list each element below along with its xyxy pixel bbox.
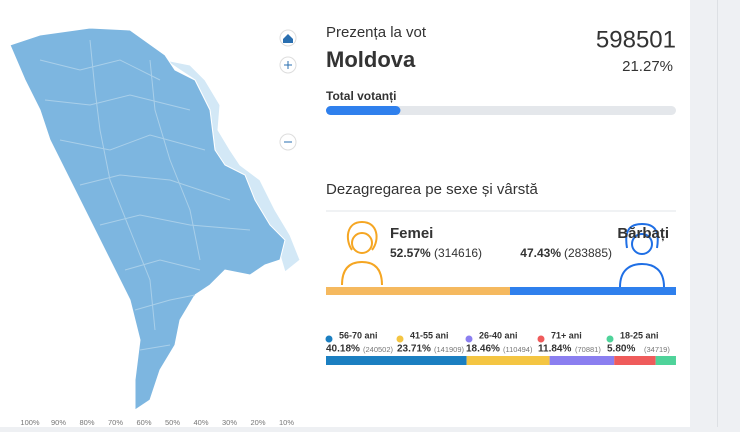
age-segment (655, 356, 676, 365)
age-dot (465, 335, 473, 343)
legend-label: 70% (108, 418, 123, 427)
progress-bar (326, 106, 401, 115)
zoom-in-button[interactable] (279, 56, 297, 74)
zoom-out-button[interactable] (279, 133, 297, 151)
legend-label: 100% (20, 418, 40, 427)
female-icon (341, 220, 383, 286)
female-label: Femei (390, 225, 433, 242)
age-percent: 5.80% (607, 344, 635, 355)
age-name: 56-70 ani (339, 330, 378, 340)
age-percent: 23.71% (397, 344, 431, 355)
stats-panel: Prezența la vot Moldova 598501 21.27% To… (312, 0, 690, 427)
age-percent: 40.18% (326, 344, 360, 355)
legend-label: 50% (165, 418, 180, 427)
age-segment (466, 356, 550, 365)
age-count: (110494) (503, 345, 533, 354)
male-percent: 47.43% (520, 246, 561, 260)
map-legend: 100% 90% 80% 70% 60% 50% 40% 30% 20% 10% (20, 418, 294, 427)
legend-label: 80% (79, 418, 94, 427)
age-name: 26-40 ani (479, 330, 518, 340)
age-dot (396, 335, 404, 343)
age-count: (240502) (363, 345, 394, 354)
female-percent: 52.57% (390, 246, 431, 260)
age-count: (70881) (575, 345, 601, 354)
region-name: Moldova (326, 47, 416, 72)
legend-label: 40% (193, 418, 208, 427)
gender-bar (326, 287, 676, 295)
age-segment (549, 356, 615, 365)
gender-segment (326, 287, 510, 295)
total-votes: 598501 (596, 26, 676, 53)
legend-label: 30% (222, 418, 237, 427)
age-name: 18-25 ani (620, 330, 659, 340)
age-count: (141909) (434, 345, 465, 354)
age-dot (606, 335, 614, 343)
male-icon (619, 222, 665, 288)
legend-label: 10% (279, 418, 294, 427)
age-bar (326, 356, 676, 365)
section-title: Dezagregarea pe sexe și vârstă (326, 181, 538, 198)
title: Prezența la vot (326, 24, 427, 41)
age-dot (537, 335, 545, 343)
age-count: (34719) (644, 345, 670, 354)
age-segment (326, 356, 467, 365)
progress-track (326, 106, 676, 115)
home-button[interactable] (279, 29, 297, 47)
age-segment (614, 356, 656, 365)
age-name: 71+ ani (551, 330, 582, 340)
map-panel: 100% 90% 80% 70% 60% 50% 40% 30% 20% 10% (0, 0, 312, 427)
total-voters-label: Total votanți (326, 89, 396, 103)
stats: Prezența la vot Moldova 598501 21.27% To… (325, 24, 676, 365)
edge (717, 0, 718, 427)
legend-label: 60% (136, 418, 151, 427)
map: 100% 90% 80% 70% 60% 50% 40% 30% 20% 10% (9, 27, 301, 427)
age-percent: 11.84% (538, 344, 571, 355)
male-label: Bărbați (617, 225, 669, 242)
region-moldova (9, 27, 286, 411)
legend-label: 90% (51, 418, 66, 427)
legend-label: 20% (250, 418, 265, 427)
district-borders (39, 39, 251, 351)
male-count: (283885) (564, 246, 612, 260)
age-dot (325, 335, 333, 343)
gender-segment (509, 287, 676, 295)
age-percent: 18.46% (466, 344, 500, 355)
age-name: 41-55 ani (410, 330, 449, 340)
turnout: 21.27% (622, 58, 673, 75)
female-count: (314616) (434, 246, 482, 260)
